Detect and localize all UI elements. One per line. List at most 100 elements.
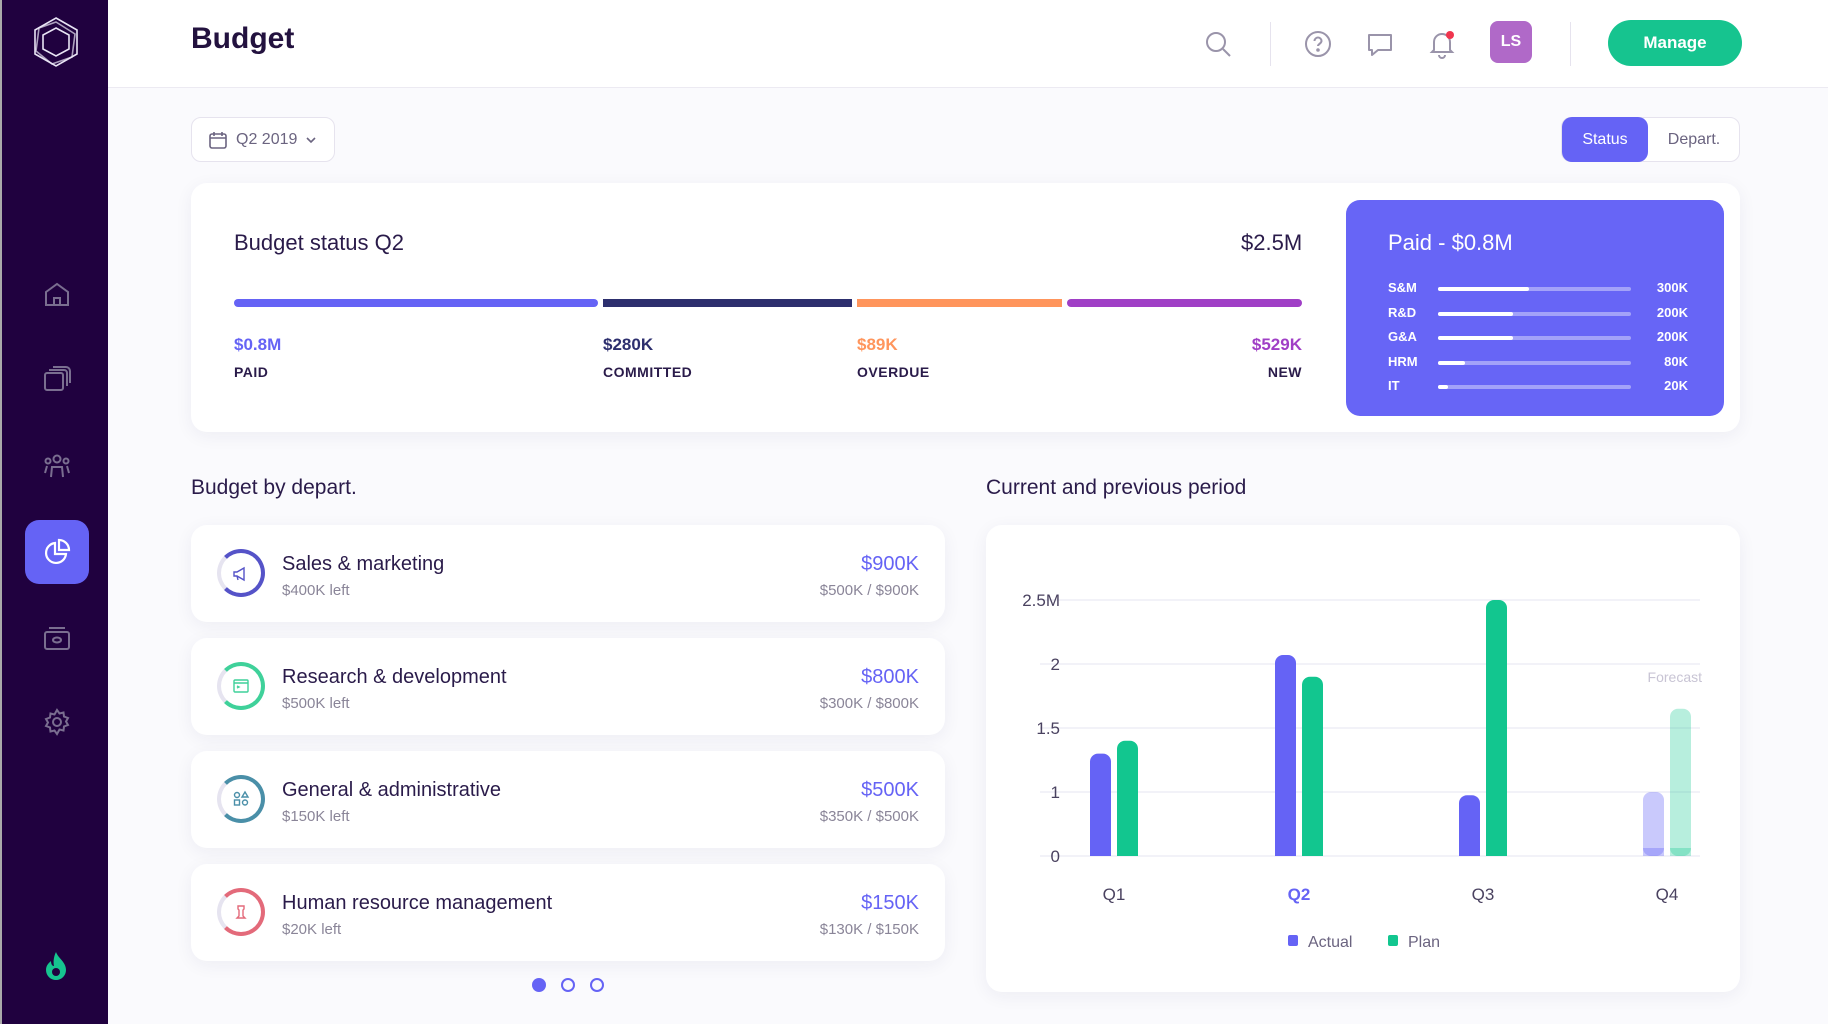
paid-row-value: 200K — [1656, 329, 1688, 344]
department-name: General & administrative — [282, 779, 501, 801]
department-amount: $500K — [861, 779, 919, 801]
divider — [1270, 22, 1271, 66]
legend-label: Actual — [1308, 934, 1352, 951]
page-dot-3[interactable] — [590, 978, 604, 992]
department-item[interactable]: General & administrative $150K left $500… — [191, 751, 945, 848]
paid-row-label: S&M — [1388, 280, 1417, 295]
department-spent-fraction: $130K / $150K — [819, 921, 919, 938]
department-item[interactable]: Human resource management $20K left $150… — [191, 864, 945, 961]
department-progress-ring — [217, 662, 265, 710]
bar-base — [1302, 848, 1323, 856]
paid-row-value: 300K — [1656, 280, 1688, 295]
paid-row-track — [1438, 287, 1631, 291]
paid-row-fill — [1438, 360, 1466, 365]
sidebar-item-home[interactable] — [25, 262, 89, 326]
sidebar-item-wallet[interactable] — [25, 606, 89, 670]
calendar-icon — [209, 131, 227, 149]
gear-icon — [44, 708, 70, 736]
chart-title: Current and previous period — [986, 476, 1247, 499]
bar-plan-q3 — [1486, 600, 1507, 856]
progress-segment-paid — [234, 299, 598, 307]
forecast-annotation: Forecast — [1648, 669, 1703, 685]
chart-card — [986, 525, 1740, 992]
x-tick-label: Q3 — [1472, 885, 1495, 904]
search-icon[interactable] — [1198, 24, 1238, 64]
team-icon — [44, 454, 70, 478]
paid-row-fill — [1438, 311, 1514, 316]
department-item[interactable]: Research & development $500K left $800K … — [191, 638, 945, 735]
legend-swatch-actual — [1288, 935, 1298, 946]
logo-icon[interactable] — [28, 14, 84, 75]
bar-actual-q1 — [1090, 753, 1111, 856]
status-title: Budget status Q2 — [234, 230, 404, 255]
department-icon — [233, 566, 245, 582]
committed-value: $280K — [603, 335, 654, 354]
bell-icon[interactable] — [1422, 24, 1462, 64]
legend-label: Plan — [1408, 934, 1440, 951]
header: Budget LS Manage — [108, 0, 1828, 88]
department-remaining: $500K left — [282, 695, 350, 712]
chevron-down-icon — [306, 136, 316, 143]
page-dot-2[interactable] — [561, 978, 575, 992]
paid-row-track — [1438, 360, 1631, 365]
x-tick-label: Q1 — [1103, 885, 1126, 904]
page-title: Budget — [191, 22, 295, 55]
department-amount: $900K — [861, 553, 919, 575]
department-icon — [235, 905, 247, 919]
department-icon — [233, 679, 249, 693]
divider — [1570, 22, 1571, 66]
department-spent-fraction: $500K / $900K — [819, 582, 919, 599]
department-progress-ring — [217, 888, 265, 936]
flame-icon[interactable] — [42, 950, 70, 987]
home-icon — [45, 282, 69, 306]
progress-segment-committed — [603, 299, 852, 307]
tab-status[interactable]: Status — [1562, 117, 1648, 162]
manage-button[interactable]: Manage — [1608, 20, 1742, 66]
tab-depart[interactable]: Depart. — [1667, 130, 1721, 148]
paid-row-fill — [1438, 287, 1529, 291]
paid-row-value: 200K — [1656, 304, 1688, 320]
department-amount: $800K — [861, 666, 919, 688]
paid-row-value: 80K — [1664, 353, 1688, 369]
department-spent-fraction: $300K / $800K — [819, 695, 919, 712]
bar-actual-q2 — [1275, 655, 1296, 856]
x-tick-label: Q2 — [1288, 885, 1311, 904]
help-icon[interactable] — [1298, 24, 1338, 64]
bar-plan-q1 — [1117, 740, 1138, 856]
legend-swatch-plan — [1388, 935, 1398, 946]
department-name: Sales & marketing — [282, 553, 445, 575]
paid-panel-title: Paid - $0.8M — [1388, 230, 1513, 255]
budget-status-card: Budget status Q2 $2.5M $0.8M PAID $280K … — [191, 183, 1740, 432]
pie-chart-icon — [44, 538, 71, 565]
department-name: Human resource management — [282, 892, 553, 914]
paid-row-track — [1438, 311, 1631, 316]
paid-row-fill — [1438, 336, 1514, 340]
avatar[interactable]: LS — [1490, 21, 1532, 63]
sidebar-item-budget[interactable] — [25, 520, 89, 584]
period-selector[interactable]: Q2 2019 — [191, 117, 335, 162]
sidebar-item-settings[interactable] — [25, 690, 89, 754]
bar-base — [1643, 848, 1664, 856]
bar-base — [1670, 848, 1691, 856]
department-remaining: $20K left — [282, 921, 342, 938]
overdue-label: OVERDUE — [857, 364, 930, 380]
paid-row: G&A 200K — [1388, 327, 1688, 347]
sidebar-item-team[interactable] — [25, 434, 89, 498]
paid-row-fill — [1438, 385, 1448, 389]
paid-row-track — [1438, 336, 1631, 340]
paid-row: IT 20K — [1388, 376, 1688, 396]
bar-actual-q4 — [1643, 792, 1664, 856]
department-item[interactable]: Sales & marketing $400K left $900K $500K… — [191, 525, 945, 622]
department-name: Research & development — [282, 666, 507, 688]
view-toggle: Status Depart. — [1561, 117, 1740, 162]
paid-row: HRM 80K — [1388, 352, 1688, 372]
departments-title: Budget by depart. — [191, 476, 357, 499]
chat-icon[interactable] — [1360, 24, 1400, 64]
department-progress-ring — [217, 549, 265, 597]
paid-row-value: 20K — [1664, 378, 1688, 393]
sidebar-item-documents[interactable] — [25, 348, 89, 412]
page-dot-1[interactable] — [532, 978, 546, 992]
paid-row-track — [1438, 385, 1631, 389]
new-label: NEW — [1267, 364, 1302, 380]
new-value: $529K — [1251, 335, 1302, 354]
